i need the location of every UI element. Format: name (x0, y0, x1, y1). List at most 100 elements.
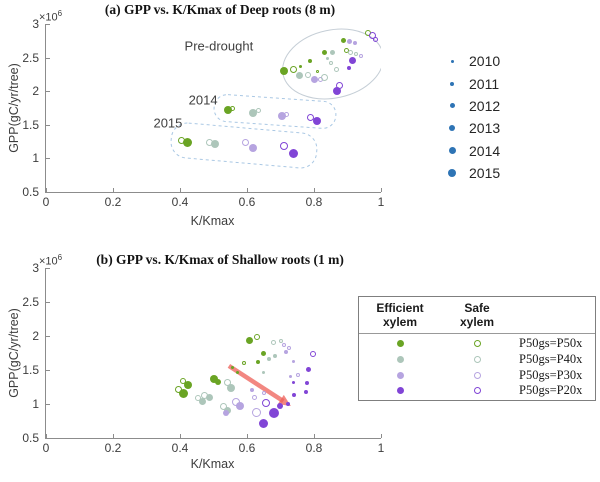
year-legend-item: 2013 (444, 117, 500, 139)
scatter-point (226, 383, 235, 392)
scatter-point (250, 387, 255, 392)
year-legend-item: 2012 (444, 95, 500, 117)
panel-a-annotations-layer: Pre-drought 2014 2015 (46, 24, 381, 192)
scatter-point (209, 374, 218, 383)
scatter-point (180, 377, 186, 384)
xylem-row-label: P50gs=P50x (519, 336, 583, 351)
scatter-point (291, 393, 296, 398)
x-tick-label: 0.4 (171, 441, 189, 455)
xylem-filled-dot-cell (359, 340, 441, 348)
open-marker (473, 355, 481, 363)
filled-marker (396, 355, 404, 363)
scatter-point (307, 113, 315, 121)
panel-a-x-ticks: 0 0.2 0.4 0.6 0.8 1 (42, 192, 385, 210)
exponent-power: 6 (57, 253, 63, 262)
y-tick-mark (46, 57, 50, 59)
scatter-point (236, 370, 240, 374)
scatter-point (210, 140, 219, 149)
y-tick-label: 2 (32, 84, 39, 99)
year-legend-item: 2011 (444, 72, 500, 94)
xylem-legend-row: P50gs=P30x (359, 368, 595, 383)
y-tick-mark (46, 404, 50, 405)
scatter-point (309, 350, 316, 357)
efficient-xylem-header: Efficient xylem (376, 301, 424, 330)
scatter-point (195, 394, 202, 401)
scatter-point (340, 37, 346, 43)
scatter-point (329, 49, 335, 55)
y-tick-mark (46, 268, 50, 269)
scatter-point (320, 73, 328, 81)
y-tick-mark (46, 124, 50, 126)
scatter-point (220, 403, 228, 411)
year-dot-wrap (444, 59, 460, 63)
year-dot (449, 103, 455, 109)
scatter-point (267, 357, 272, 362)
x-tick-mark (113, 188, 114, 192)
xylem-legend-header: Efficient xylem Safe xylem (359, 297, 595, 334)
y-tick-label: 2.5 (22, 50, 39, 65)
xylem-legend-row: P50gs=P20x (359, 383, 595, 398)
scatter-point (306, 366, 312, 372)
panel-a-y-exponent: ×106 (39, 9, 62, 24)
year-legend-item: 2015 (444, 162, 500, 184)
scatter-point (270, 340, 276, 346)
scatter-point (251, 394, 257, 400)
scatter-point (325, 56, 329, 60)
year-dot (450, 59, 454, 63)
scatter-point (182, 138, 192, 148)
scatter-point (277, 112, 286, 121)
y-tick-mark (46, 370, 50, 371)
exponent-prefix: ×10 (39, 255, 58, 268)
scatter-point (249, 144, 258, 153)
scatter-point (241, 361, 246, 366)
scatter-point (310, 75, 318, 83)
x-tick-label: 0.8 (305, 195, 323, 209)
scatter-point (198, 398, 206, 406)
x-tick-mark (247, 434, 248, 438)
scatter-point (251, 408, 261, 418)
scatter-point (235, 402, 244, 411)
xylem-open-dot-cell (441, 387, 513, 395)
y-tick-label: 3 (32, 261, 39, 275)
panel-b-points-layer (46, 268, 381, 438)
scatter-point (205, 394, 213, 402)
xylem-row-label: P50gs=P40x (519, 351, 583, 366)
year-label: 2013 (469, 120, 501, 137)
x-tick-label: 1 (377, 441, 385, 455)
scatter-point (315, 69, 319, 73)
x-tick-label: 0 (42, 195, 50, 209)
scatter-point (304, 72, 311, 79)
annotation-2015: 2015 (153, 115, 183, 131)
scatter-point (231, 397, 240, 406)
scatter-point (278, 338, 283, 343)
y-tick-mark (46, 336, 50, 337)
scatter-point (304, 380, 309, 385)
xylem-filled-dot-cell (359, 371, 441, 379)
scatter-point (277, 403, 284, 410)
scatter-point (292, 381, 296, 385)
scatter-point (289, 148, 299, 158)
scatter-point (358, 54, 363, 59)
year-label: 2014 (469, 142, 501, 159)
scatter-point (245, 337, 253, 345)
scatter-point (258, 419, 268, 429)
scatter-point (321, 49, 327, 55)
scatter-point (231, 366, 235, 370)
scatter-point (296, 71, 304, 79)
xylem-legend-rows: P50gs=P50x P50gs=P40x P50gs=P30x P50gs=P20x (359, 334, 595, 399)
year-dot-wrap (444, 81, 460, 86)
scatter-point (273, 353, 278, 358)
scatter-point (347, 38, 353, 44)
annotation-2014: 2014 (188, 92, 218, 108)
panel-b-title: (b) GPP vs. K/Kmax of Shallow roots (1 m… (96, 252, 344, 267)
xylem-legend-row: P50gs=P40x (359, 352, 595, 367)
panel-b-x-axis-label: K/Kmax (190, 457, 235, 471)
scatter-point (281, 342, 286, 347)
safe-xylem-header: Safe xylem (459, 301, 495, 330)
scatter-point (230, 105, 236, 111)
scatter-point (333, 67, 339, 73)
scatter-point (313, 117, 321, 126)
scatter-point (348, 50, 354, 56)
y-tick-mark (46, 438, 50, 439)
y-tick-label: 0.5 (22, 431, 39, 445)
